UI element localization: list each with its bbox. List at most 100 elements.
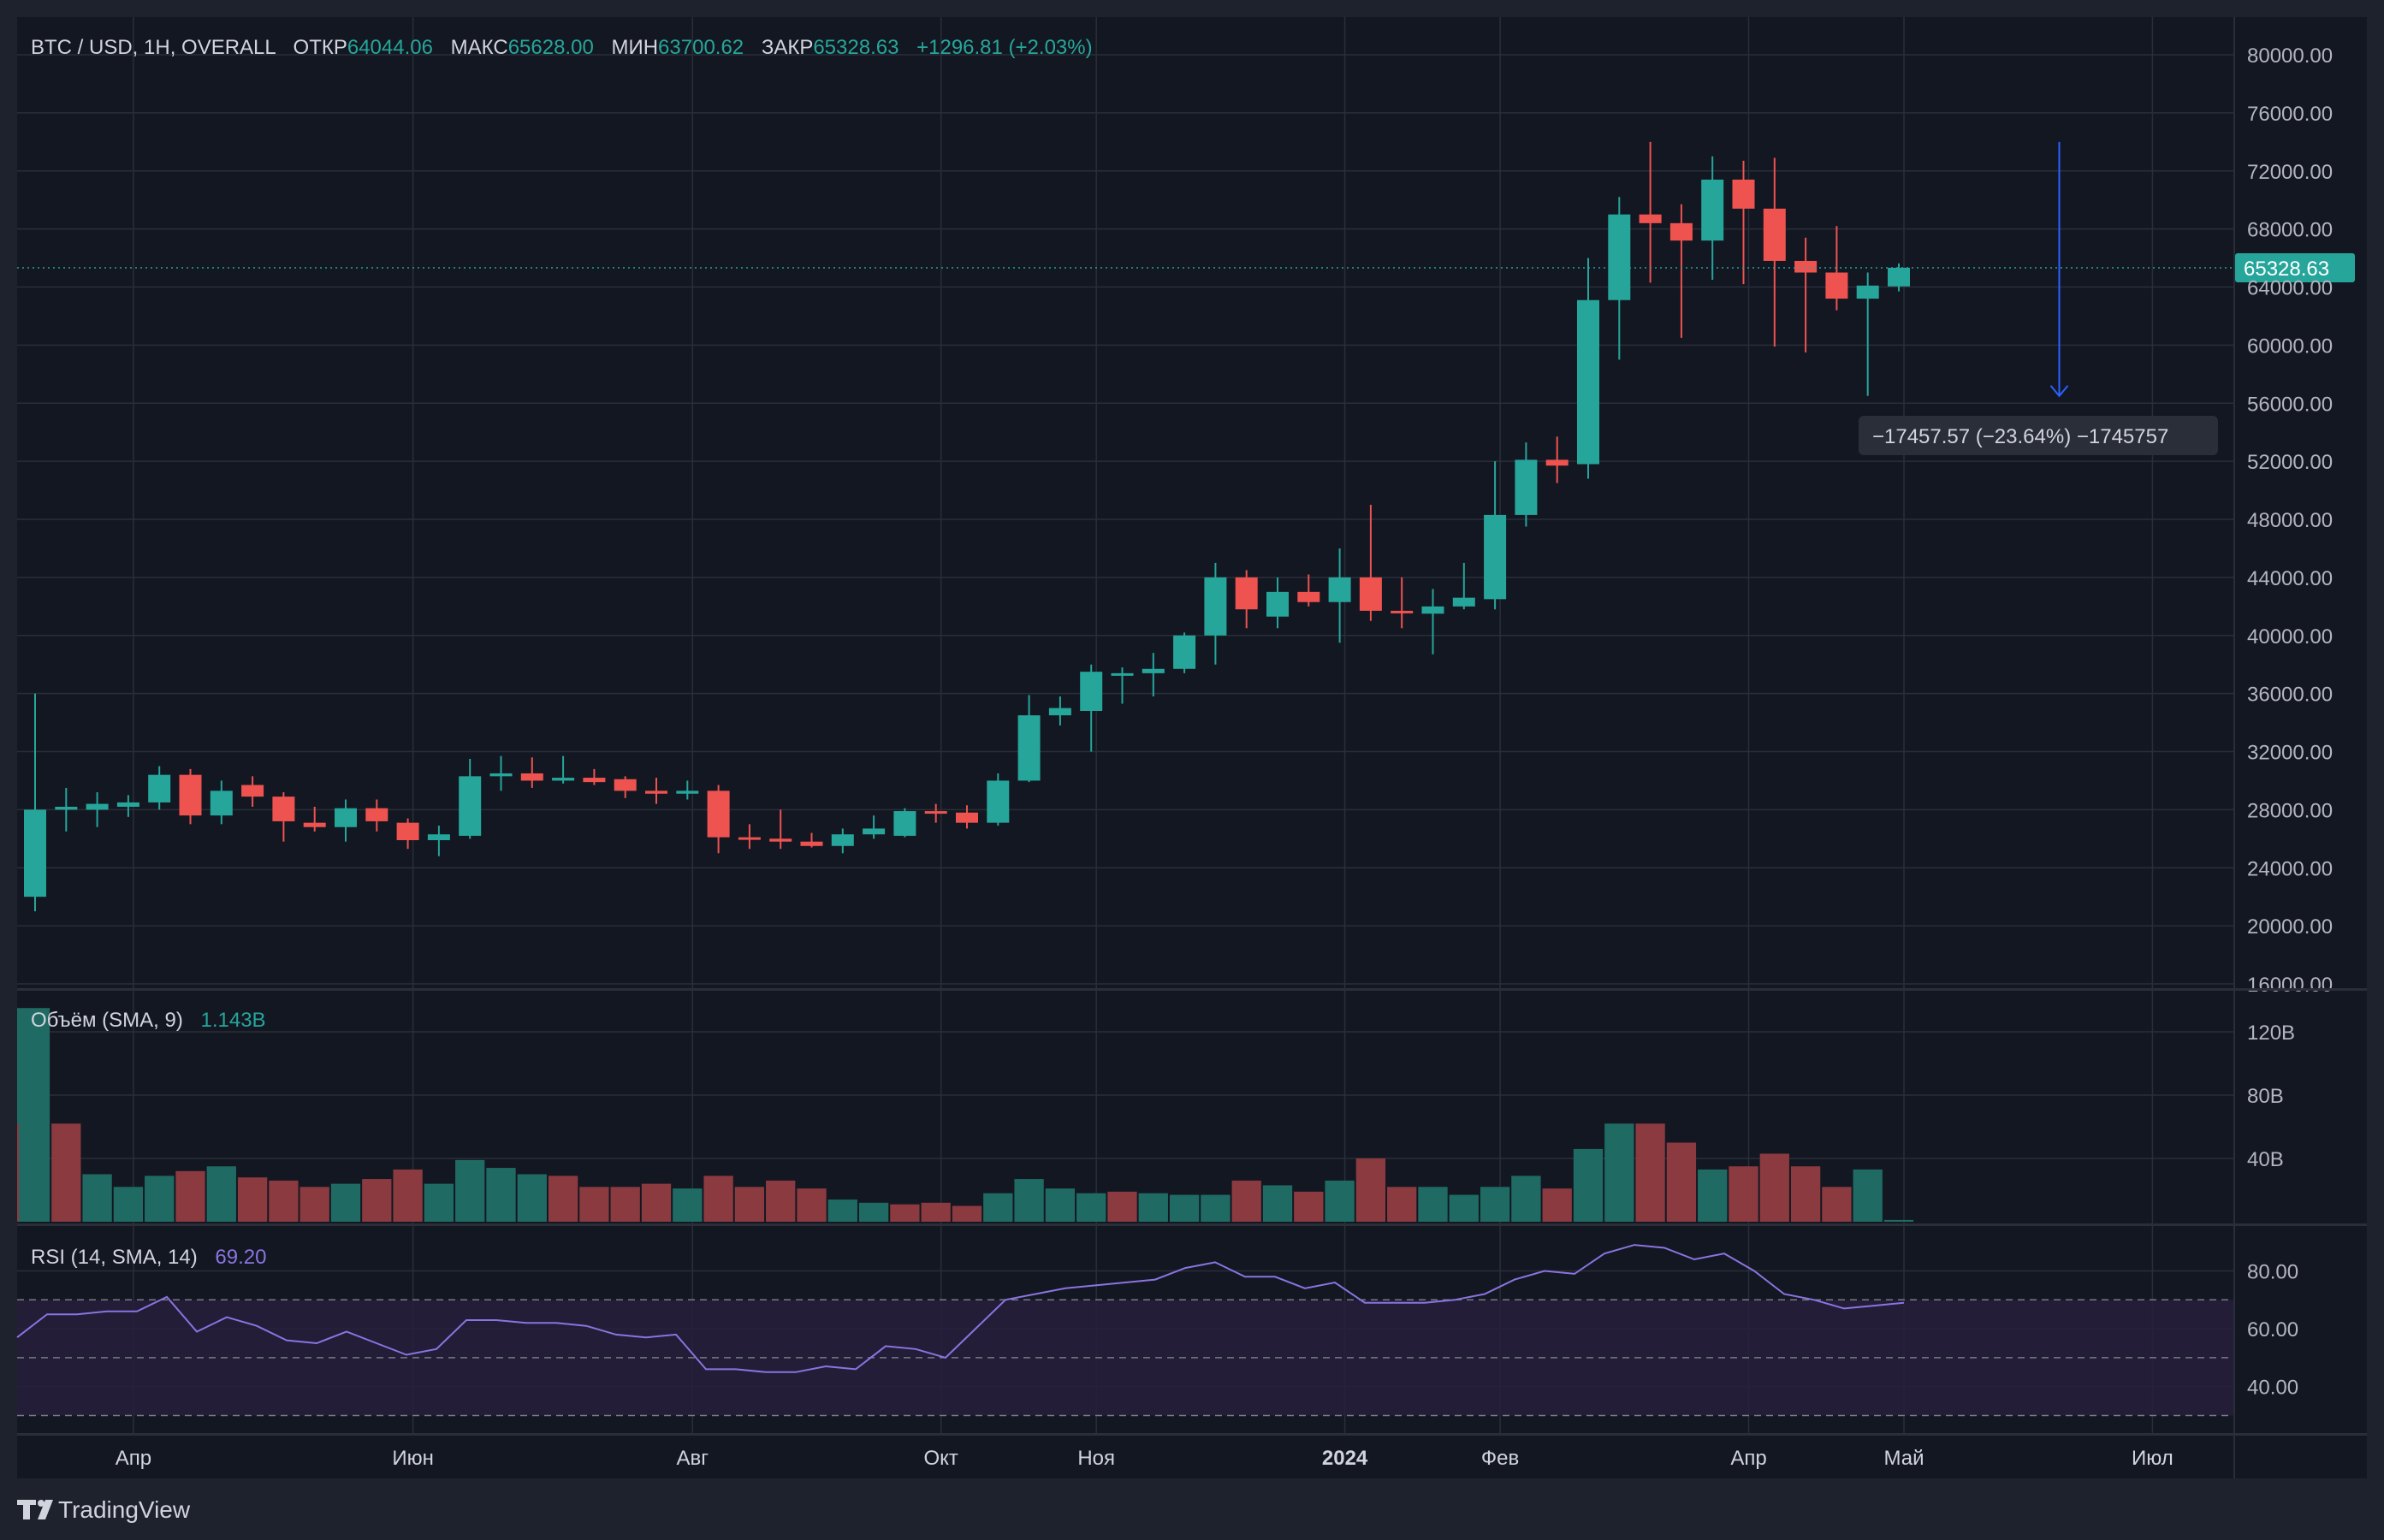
volume-bars: [17, 1008, 1914, 1222]
price-tick-label: 40000.00: [2247, 625, 2333, 649]
time-tick-label: Июл: [2132, 1447, 2173, 1470]
volume-bar: [579, 1187, 609, 1222]
candle-body: [303, 822, 326, 827]
candle-body: [1080, 672, 1103, 711]
price-tick-label: 44000.00: [2247, 567, 2333, 590]
symbol-title[interactable]: BTC / USD, 1H, OVERALL: [31, 36, 276, 59]
candle-body: [1825, 272, 1848, 299]
rsi-legend[interactable]: RSI (14, SMA, 14) 69.20: [31, 1246, 266, 1269]
volume-bar: [1822, 1187, 1852, 1222]
last-price-label: 65328.63: [2244, 258, 2329, 281]
candle-body: [1701, 179, 1724, 241]
volume-bar: [1138, 1193, 1168, 1222]
high-label: МАКС: [451, 36, 508, 59]
open-label: ОТКР: [294, 36, 347, 59]
price-tick-label: 36000.00: [2247, 684, 2333, 707]
price-tick-label: 52000.00: [2247, 451, 2333, 474]
time-tick-label: 2024: [1322, 1447, 1368, 1470]
volume-bar: [1045, 1188, 1076, 1222]
volume-bar: [734, 1187, 765, 1222]
volume-bar: [51, 1123, 81, 1222]
candle-body: [241, 785, 264, 797]
candle-body: [1142, 668, 1165, 673]
candle-body: [1608, 214, 1631, 300]
candle-body: [1484, 514, 1507, 600]
candle-body: [769, 838, 792, 842]
candle-body: [583, 778, 606, 783]
candle-body: [800, 841, 823, 846]
volume-bar: [703, 1176, 733, 1222]
candle-body: [1515, 459, 1538, 515]
candle-body: [831, 834, 854, 846]
volume-bar: [827, 1199, 857, 1222]
candle-body: [459, 776, 482, 836]
candle-body: [1856, 285, 1879, 299]
tradingview-logo[interactable]: TradingView: [17, 1496, 191, 1523]
volume-bar: [1883, 1219, 1914, 1222]
last-price-badge[interactable]: [2235, 252, 2355, 282]
candle-body: [1359, 577, 1382, 611]
candle-body: [893, 811, 916, 836]
high-value: 65628.00: [508, 36, 594, 59]
time-tick-label: Апр: [1730, 1447, 1766, 1470]
volume-bar: [1573, 1148, 1604, 1222]
measure-label: −17457.57 (−23.64%) −1745757: [1872, 425, 2168, 448]
volume-bar: [237, 1177, 268, 1222]
low-value: 63700.62: [658, 36, 744, 59]
volume-bar: [362, 1179, 392, 1222]
candle-body: [1173, 635, 1196, 669]
time-axis[interactable]: [17, 1436, 2233, 1478]
candle-body: [1794, 260, 1818, 273]
candle-body: [1391, 610, 1414, 613]
price-tick-label: 24000.00: [2247, 857, 2333, 880]
volume-bar: [858, 1202, 889, 1222]
candle-body: [520, 773, 543, 781]
price-tick-label: 32000.00: [2247, 742, 2333, 765]
volume-bar: [1387, 1187, 1417, 1222]
volume-bar: [1231, 1180, 1261, 1222]
candle-body: [738, 837, 761, 840]
candle-body: [24, 809, 46, 897]
candle-body: [676, 791, 699, 794]
change-value: +1296.81 (+2.03%): [916, 36, 1093, 59]
volume-bar: [1262, 1185, 1293, 1222]
volume-bar: [1294, 1191, 1324, 1222]
volume-legend[interactable]: Объём (SMA, 9) 1.143B: [31, 1009, 266, 1032]
volume-bar: [1666, 1142, 1697, 1222]
candle-body: [614, 779, 637, 791]
volume-bar: [145, 1176, 175, 1222]
volume-bar: [1790, 1166, 1821, 1222]
volume-bar: [330, 1183, 361, 1222]
candle-body: [1421, 606, 1444, 614]
volume-bar: [673, 1188, 703, 1222]
measure-arrow-head: [2049, 385, 2069, 398]
grid-lines: [17, 17, 2233, 1433]
volume-bar: [797, 1188, 827, 1222]
rsi-tick-label: 80.00: [2247, 1261, 2298, 1284]
volume-legend-label: Объём (SMA, 9): [31, 1009, 183, 1032]
time-tick-label: Июн: [392, 1447, 434, 1470]
volume-bar: [1076, 1193, 1106, 1222]
rsi-indicator: [16, 1244, 2233, 1417]
measure-label-box[interactable]: [1859, 416, 2218, 455]
candle-body: [1545, 459, 1569, 466]
candle-body: [863, 828, 886, 835]
volume-bar: [1604, 1123, 1634, 1222]
volume-bar: [175, 1170, 205, 1222]
volume-bar: [1201, 1194, 1231, 1222]
volume-bar: [1449, 1194, 1479, 1222]
volume-bar: [1355, 1158, 1386, 1222]
candle-body: [210, 791, 233, 816]
price-tick-label: 20000.00: [2247, 915, 2333, 939]
rsi-legend-label: RSI (14, SMA, 14): [31, 1246, 198, 1269]
axis-labels: 16000.00 20000.00 24000.00 28000.00 32000.00…: [116, 44, 2333, 1470]
price-tick-label: 16000.00: [2247, 974, 2333, 997]
price-tick-label: 76000.00: [2247, 103, 2333, 126]
candle-body: [1204, 577, 1227, 636]
price-tick-label: 64000.00: [2247, 277, 2333, 300]
candle-body: [1297, 591, 1320, 602]
ohlc-legend[interactable]: BTC / USD, 1H, OVERALL ОТКР64044.06 МАКС…: [31, 36, 1093, 59]
price-pane[interactable]: [17, 17, 2233, 988]
rsi-line: [16, 1244, 1905, 1373]
